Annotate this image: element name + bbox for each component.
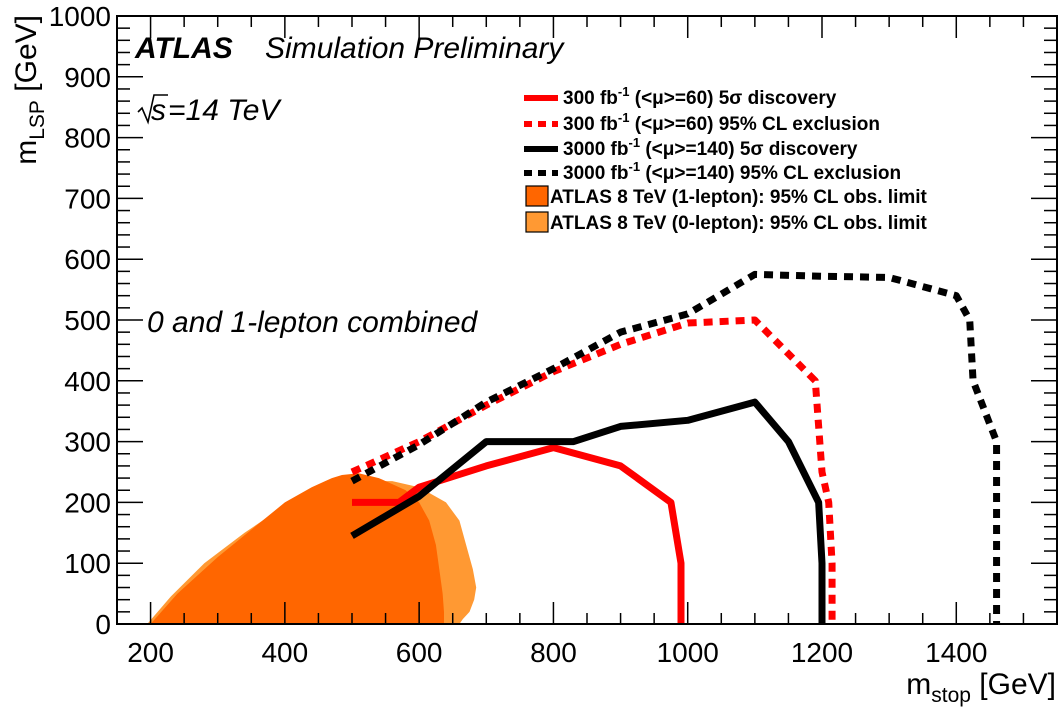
y-tick-label-500: 500 — [64, 305, 111, 336]
y-tick-label-1000: 1000 — [49, 1, 111, 32]
x-tick-label-400: 400 — [261, 637, 308, 668]
legend-entry-1lepton: ATLAS 8 TeV (1-lepton): 95% CL obs. limi… — [525, 185, 928, 208]
limit-areas — [147, 473, 477, 624]
sqrt-symbol — [137, 94, 168, 125]
x-axis-title-unit: [GeV] — [971, 668, 1056, 701]
legend-entry-300-discovery: 300 fb-1 (<μ>=60) 5σ discovery — [524, 84, 837, 109]
x-tick-label-1000: 1000 — [657, 637, 719, 668]
y-axis-title-sub: LSP — [26, 100, 49, 140]
y-axis-title: mLSP [GeV] — [10, 15, 49, 165]
legend-text-3000-discovery: 3000 fb-1 (<μ>=140) 5σ discovery — [563, 135, 858, 160]
line-3000-fb-1-95-cl-exclusion — [350, 270, 1001, 624]
line-300-fb-1-5sigma-discovery — [352, 444, 685, 624]
x-axis-title-sub: stop — [931, 684, 971, 707]
y-tick-label-0: 0 — [95, 609, 111, 640]
x-tick-label-1400: 1400 — [925, 637, 987, 668]
legend-text-300-exclusion: 300 fb-1 (<μ>=60) 95% CL exclusion — [563, 110, 880, 135]
x-tick-label-1200: 1200 — [791, 637, 853, 668]
energy-label: s =14 TeV — [137, 94, 282, 127]
legend-text-1lepton: ATLAS 8 TeV (1-lepton): 95% CL obs. limi… — [550, 187, 928, 208]
axis-ticks: 200 400 600 800 1000 1200 1400 0 100 200 300 400 500… — [49, 1, 1057, 668]
y-tick-label-400: 400 — [64, 366, 111, 397]
atlas-sublabel: Simulation Preliminary — [265, 32, 565, 65]
legend-swatch-1lepton — [525, 185, 549, 207]
contour-lines — [350, 270, 1001, 624]
legend-text-0lepton: ATLAS 8 TeV (0-lepton): 95% CL obs. limi… — [550, 213, 928, 234]
legend-entry-3000-discovery: 3000 fb-1 (<μ>=140) 5σ discovery — [524, 135, 858, 160]
legend-text-300-discovery: 300 fb-1 (<μ>=60) 5σ discovery — [563, 84, 837, 109]
legend-entry-300-exclusion: 300 fb-1 (<μ>=60) 95% CL exclusion — [524, 110, 880, 135]
y-tick-label-700: 700 — [64, 183, 111, 214]
x-tick-label-800: 800 — [530, 637, 577, 668]
line-3000-fb-1-5sigma-discovery — [350, 398, 826, 624]
y-axis-title-unit: [GeV] — [10, 15, 43, 100]
atlas-label: ATLAS — [134, 32, 233, 65]
x-axis-title: mstop [GeV] — [906, 668, 1056, 707]
y-tick-label-900: 900 — [64, 62, 111, 93]
y-axis-title-main: m — [10, 140, 43, 165]
y-tick-label-600: 600 — [64, 244, 111, 275]
line-300-fb-1-95-cl-exclusion — [350, 316, 836, 624]
annotation-combined: 0 and 1-lepton combined — [147, 306, 479, 339]
energy-prefix: s — [151, 94, 166, 127]
legend: 300 fb-1 (<μ>=60) 5σ discovery 300 fb-1 … — [524, 84, 928, 234]
area-atlas-8-tev-1-lepton — [150, 473, 444, 624]
x-tick-label-600: 600 — [396, 637, 443, 668]
x-axis-title-main: m — [906, 668, 931, 701]
y-tick-label-100: 100 — [64, 548, 111, 579]
legend-text-3000-exclusion: 3000 fb-1 (<μ>=140) 95% CL exclusion — [563, 159, 901, 184]
legend-entry-3000-exclusion: 3000 fb-1 (<μ>=140) 95% CL exclusion — [524, 159, 901, 184]
energy-value: =14 TeV — [168, 94, 282, 127]
x-tick-label-200: 200 — [127, 637, 174, 668]
y-tick-label-200: 200 — [64, 487, 111, 518]
legend-swatch-0lepton — [525, 211, 549, 233]
y-tick-label-300: 300 — [64, 427, 111, 458]
y-tick-label-800: 800 — [64, 123, 111, 154]
legend-entry-0lepton: ATLAS 8 TeV (0-lepton): 95% CL obs. limi… — [525, 211, 928, 234]
